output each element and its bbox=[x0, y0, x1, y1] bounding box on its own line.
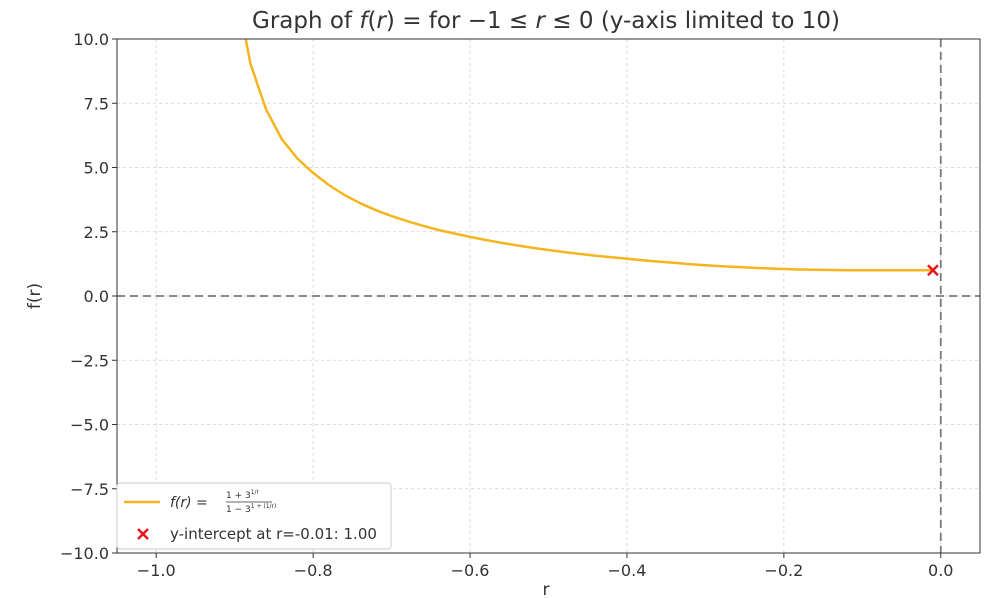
x-tick-label: −1.0 bbox=[137, 561, 176, 580]
y-tick-label: −7.5 bbox=[70, 480, 109, 499]
legend-point-swatch bbox=[137, 528, 149, 540]
y-tick-label: 10.0 bbox=[73, 30, 109, 49]
legend: f(r) = 1 + 31/r 1 − 31 + (1/r) y-interce… bbox=[116, 482, 392, 550]
ticks: −1.0 −0.8 −0.6 −0.4 −0.2 0.0 10.0 7.5 5.0 2.5 0.0 −… bbox=[60, 30, 954, 580]
legend-point-label: y-intercept at r=-0.01: 1.00 bbox=[170, 525, 377, 543]
y-tick-label: 2.5 bbox=[84, 223, 109, 242]
x-tick-label: −0.4 bbox=[608, 561, 647, 580]
y-tick-label: 0.0 bbox=[84, 287, 109, 306]
y-tick-label: 5.0 bbox=[84, 159, 109, 178]
x-tick-label: −0.8 bbox=[294, 561, 333, 580]
y-intercept-marker bbox=[927, 264, 939, 277]
y-tick-label: −10.0 bbox=[60, 544, 109, 563]
x-tick-label: −0.6 bbox=[451, 561, 490, 580]
y-intercept-marker-stroke bbox=[927, 264, 939, 277]
y-axis-label: f(r) bbox=[25, 283, 45, 309]
legend-formula-lhs: f(r) = bbox=[170, 495, 208, 511]
series-layer bbox=[244, 38, 939, 277]
x-axis-label: r bbox=[543, 580, 550, 598]
y-tick-label: −5.0 bbox=[70, 416, 109, 435]
x-tick-label: 0.0 bbox=[928, 561, 953, 580]
legend-formula-denominator: 1 − 31 + (1/r) bbox=[226, 503, 276, 515]
legend-box bbox=[116, 482, 392, 550]
legend-formula-numerator: 1 + 31/r bbox=[226, 489, 260, 501]
x-tick-label: −0.2 bbox=[764, 561, 803, 580]
reference-lines bbox=[117, 39, 980, 553]
y-tick-label: −2.5 bbox=[70, 351, 109, 370]
chart-title: Graph of f(r) = for −1 ≤ r ≤ 0 (y-axis l… bbox=[252, 8, 840, 34]
series-line bbox=[244, 38, 933, 272]
y-tick-label: 7.5 bbox=[84, 94, 109, 113]
